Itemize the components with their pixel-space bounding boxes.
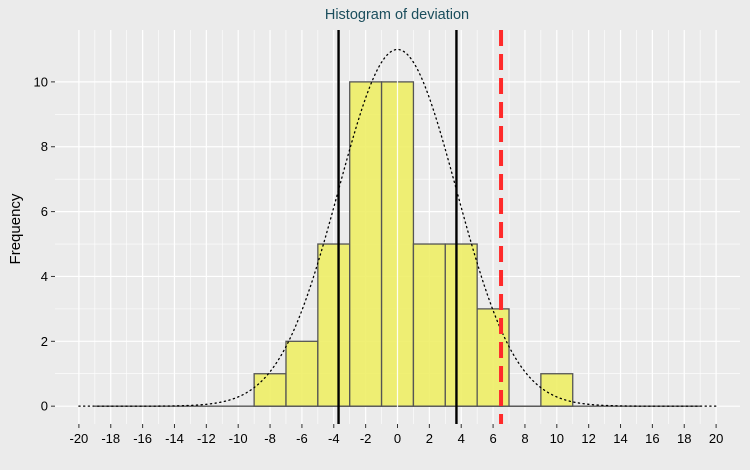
x-tick-label: -10 <box>229 431 248 446</box>
reference-lines <box>337 30 504 424</box>
histogram-bar <box>476 308 510 407</box>
x-tick-label: -6 <box>296 431 308 446</box>
y-tick-label: 0 <box>41 399 48 414</box>
histogram-bar <box>444 243 478 407</box>
x-tick-label: 4 <box>458 431 465 446</box>
x-tick-label: 14 <box>613 431 627 446</box>
x-tick-label: 2 <box>426 431 433 446</box>
y-tick-label: 6 <box>41 204 48 219</box>
y-tick-label: 8 <box>41 139 48 154</box>
x-tick-label: 20 <box>709 431 723 446</box>
x-tick-label: -12 <box>197 431 216 446</box>
histogram-bar <box>317 243 351 407</box>
y-tick-label: 4 <box>41 269 48 284</box>
x-tick-label: 16 <box>645 431 659 446</box>
y-axis-label: Frequency <box>7 193 24 264</box>
x-tick-label: -4 <box>328 431 340 446</box>
histogram-bar <box>285 340 319 407</box>
x-tick-label: -20 <box>69 431 88 446</box>
x-tick-label: -2 <box>360 431 372 446</box>
histogram-bar <box>253 373 287 407</box>
histogram-bar <box>349 81 383 407</box>
x-tick-label: 12 <box>581 431 595 446</box>
x-tick-label: -8 <box>264 431 276 446</box>
x-tick-label: 6 <box>489 431 496 446</box>
histogram-bar <box>412 243 446 407</box>
y-tick-label: 10 <box>34 74 48 89</box>
x-tick-label: -18 <box>101 431 120 446</box>
x-tick-label: 10 <box>550 431 564 446</box>
x-tick-label: 18 <box>677 431 691 446</box>
y-tick-label: 2 <box>41 334 48 349</box>
x-tick-label: -14 <box>165 431 184 446</box>
chart-title: Histogram of deviation <box>325 7 469 23</box>
x-tick-label: -16 <box>133 431 152 446</box>
x-tick-label: 0 <box>394 431 401 446</box>
x-axis: -20 -18 -16 -14 -12 -10 -8 -6 -4 -2 0 2 4 6 8 10 12 14 16 1… <box>69 424 723 446</box>
histogram-bar <box>540 373 574 407</box>
x-tick-label: 8 <box>521 431 528 446</box>
y-axis: 0 2 4 6 8 10 <box>34 74 55 414</box>
